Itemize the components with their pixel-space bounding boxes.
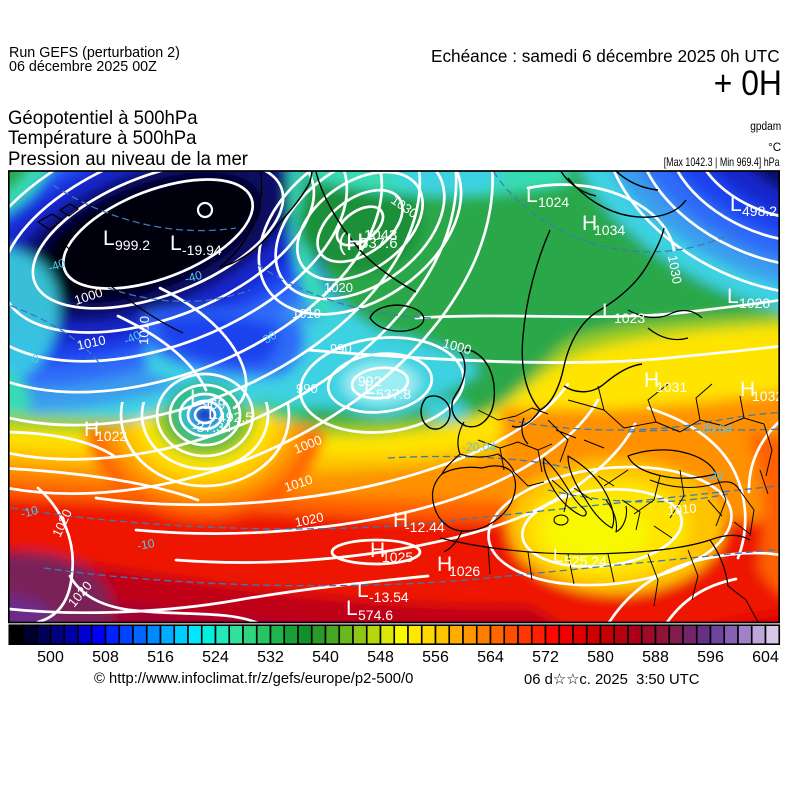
svg-text:-40: -40	[183, 268, 204, 286]
svg-text:990: 990	[296, 381, 318, 396]
svg-text:1020: 1020	[739, 295, 770, 311]
svg-text:L: L	[526, 184, 538, 207]
svg-text:1020: 1020	[324, 280, 353, 295]
svg-text:1026: 1026	[449, 563, 480, 579]
svg-text:537.6: 537.6	[360, 235, 398, 252]
svg-text:992: 992	[358, 373, 382, 389]
svg-text:(H: (H	[338, 229, 363, 256]
svg-text:525.24: 525.24	[564, 553, 607, 569]
svg-text:-30.04: -30.04	[698, 422, 732, 436]
svg-text:1025: 1025	[382, 549, 413, 565]
svg-text:1024: 1024	[538, 194, 569, 210]
svg-text:-19.94: -19.94	[182, 242, 222, 258]
svg-text:L: L	[208, 403, 218, 423]
svg-text:-10: -10	[136, 536, 156, 553]
svg-text:L: L	[357, 579, 369, 602]
svg-text:L: L	[553, 546, 563, 566]
svg-text:L: L	[364, 377, 375, 399]
svg-text:-12.44: -12.44	[405, 519, 445, 535]
svg-text:-10: -10	[19, 503, 40, 521]
svg-text:0: 0	[32, 352, 39, 366]
svg-text:1031: 1031	[656, 379, 687, 395]
svg-text:537.8: 537.8	[376, 386, 411, 402]
svg-text:1043: 1043	[364, 227, 397, 244]
svg-text:969: 969	[202, 396, 226, 412]
svg-text:-40: -40	[46, 256, 67, 275]
svg-text:-13.54: -13.54	[369, 589, 409, 605]
svg-text:1010: 1010	[76, 332, 107, 353]
svg-text:1032: 1032	[752, 388, 780, 404]
svg-text:1034: 1034	[594, 222, 625, 238]
svg-text:1020: 1020	[294, 509, 325, 530]
svg-text:1022: 1022	[96, 428, 127, 444]
svg-text:-20: -20	[706, 469, 724, 483]
svg-text:H: H	[393, 509, 408, 532]
svg-text:L: L	[103, 227, 115, 250]
svg-text:1000: 1000	[441, 335, 473, 357]
svg-text:574.6: 574.6	[358, 607, 393, 623]
svg-text:1030: 1030	[665, 254, 685, 285]
svg-text:H: H	[740, 378, 755, 401]
svg-text:L: L	[602, 300, 614, 323]
svg-text:1010: 1010	[667, 501, 697, 518]
svg-text:H: H	[582, 212, 597, 235]
svg-text:H: H	[644, 369, 659, 392]
svg-text:1010: 1010	[292, 306, 321, 321]
svg-text:999.2: 999.2	[115, 237, 150, 253]
svg-text:1010: 1010	[136, 316, 152, 345]
svg-text:1023: 1023	[614, 310, 645, 326]
svg-text:L: L	[170, 232, 182, 255]
svg-text:L: L	[730, 193, 742, 216]
svg-text:498.2: 498.2	[742, 203, 777, 219]
svg-text:-20.04: -20.04	[462, 440, 496, 454]
svg-text:H: H	[437, 553, 452, 576]
svg-text:-37.34: -37.34	[192, 419, 232, 435]
svg-text:990: 990	[330, 341, 352, 356]
svg-text:H: H	[84, 418, 99, 441]
svg-text:L: L	[190, 386, 202, 409]
svg-text:492.5: 492.5	[218, 409, 253, 425]
svg-text:30: 30	[261, 328, 280, 347]
svg-text:-40: -40	[121, 328, 143, 348]
svg-text:L: L	[727, 285, 739, 308]
svg-text:L: L	[346, 597, 358, 620]
svg-text:H: H	[370, 539, 385, 562]
